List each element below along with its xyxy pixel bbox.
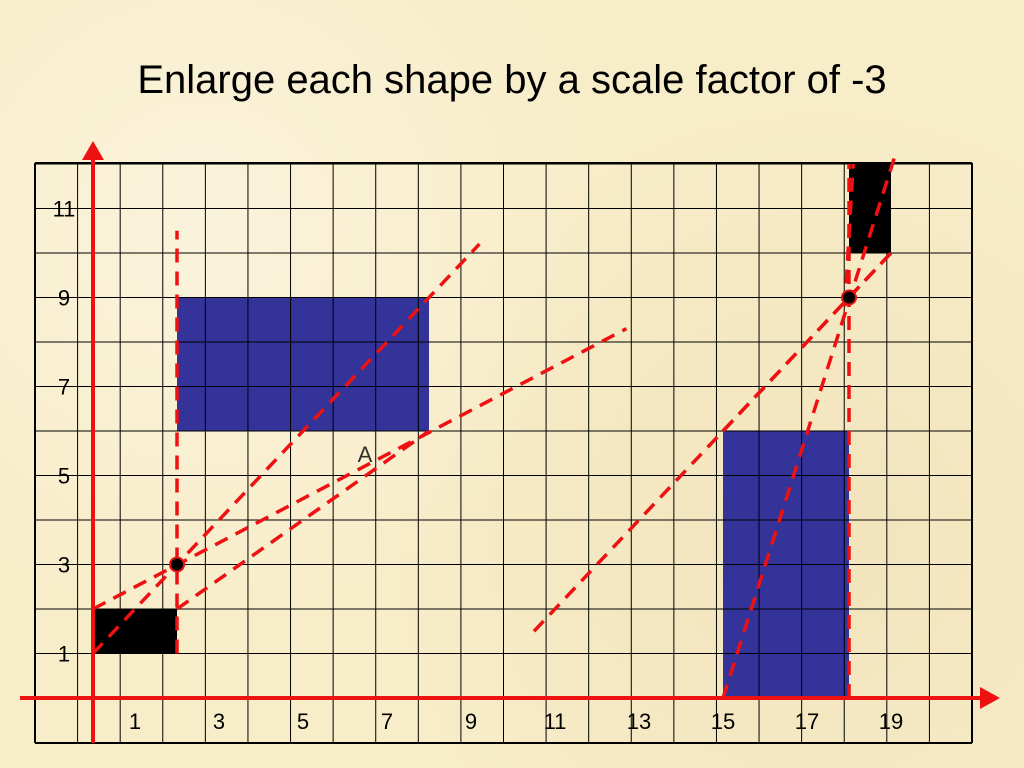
object-shape-left <box>93 609 177 654</box>
x-tick-label: 15 <box>711 709 735 734</box>
x-axis-arrow <box>980 687 1000 709</box>
x-tick-label: 19 <box>879 709 903 734</box>
x-tick-label: 9 <box>465 709 477 734</box>
image-shape-left <box>177 297 429 431</box>
axes <box>20 141 1000 743</box>
x-tick-label: 11 <box>544 709 567 734</box>
shape-label: A <box>358 442 373 467</box>
ray-right-corner-15-6 <box>721 291 855 433</box>
y-tick-label: 11 <box>53 197 76 222</box>
ray-left-corner-0-1 <box>91 242 481 655</box>
ray-right-corner-18-12 <box>843 163 855 307</box>
centre-point-left <box>169 556 185 573</box>
slide-title: Enlarge each shape by a scale factor of … <box>137 58 887 102</box>
y-axis-arrow <box>82 141 104 160</box>
centre-point-right <box>841 289 857 306</box>
x-tick-label: 7 <box>381 709 393 734</box>
y-tick-label: 5 <box>58 464 70 489</box>
x-tick-label: 5 <box>297 709 309 734</box>
ray-left-corner-2-2 <box>175 429 431 611</box>
x-tick-label: 3 <box>213 709 225 734</box>
ray-right-corner-15-0 <box>721 154 897 699</box>
centres-of-enlargement <box>169 289 857 573</box>
ray-right-corner-19-10 <box>847 251 893 299</box>
x-tick-label: 17 <box>795 709 819 734</box>
x-tick-label: 1 <box>129 709 141 734</box>
y-tick-label: 9 <box>58 286 70 311</box>
y-tick-label: 3 <box>58 553 70 578</box>
x-tick-label: 13 <box>627 709 651 734</box>
y-tick-label: 1 <box>58 642 70 667</box>
y-tick-label: 7 <box>58 375 70 400</box>
ray-right-corner-10-1 <box>532 251 893 633</box>
